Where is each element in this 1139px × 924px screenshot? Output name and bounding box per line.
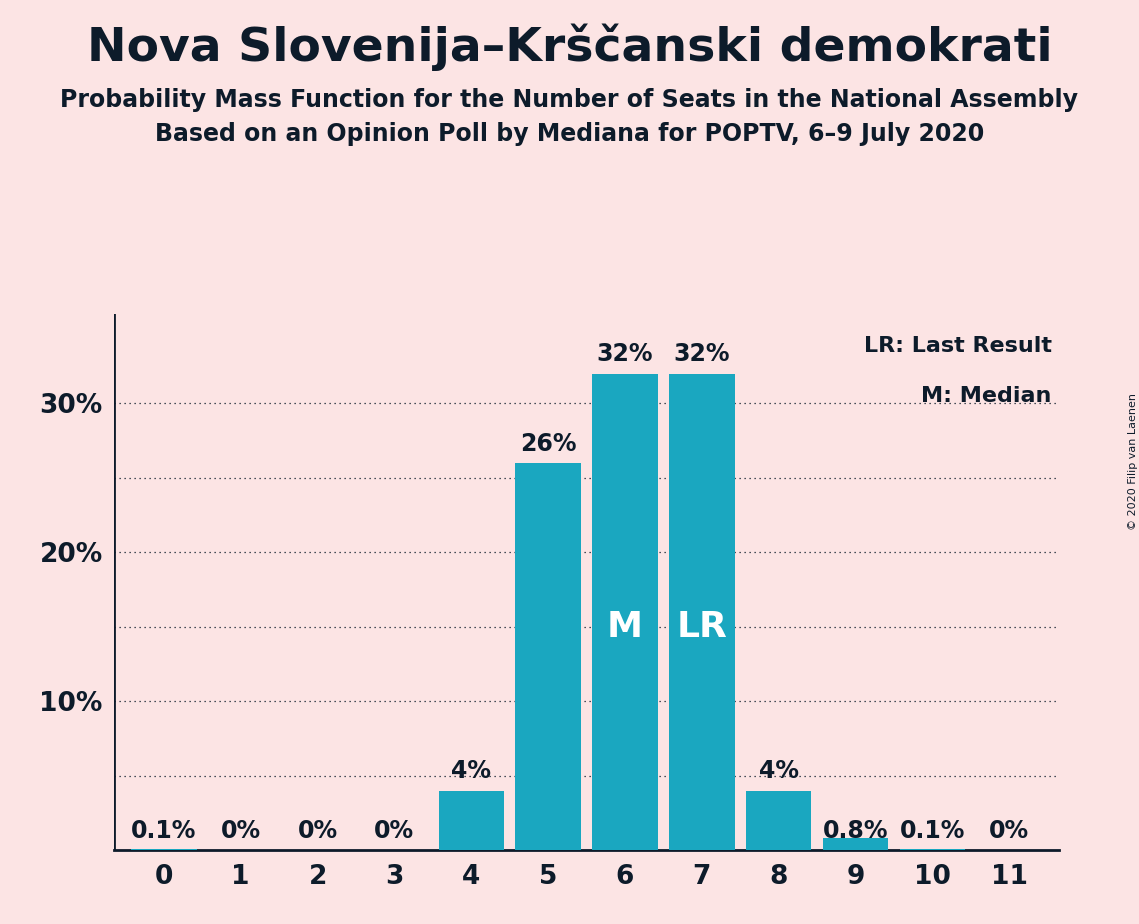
- Bar: [670, 373, 735, 850]
- Text: Probability Mass Function for the Number of Seats in the National Assembly: Probability Mass Function for the Number…: [60, 88, 1079, 112]
- Text: 0%: 0%: [375, 819, 415, 843]
- Text: LR: LR: [677, 610, 728, 644]
- Text: 4%: 4%: [759, 760, 798, 784]
- Text: 26%: 26%: [519, 432, 576, 456]
- Text: 0.1%: 0.1%: [900, 819, 965, 843]
- Bar: [516, 463, 581, 850]
- Bar: [439, 791, 503, 850]
- Text: 0%: 0%: [990, 819, 1030, 843]
- Text: 0%: 0%: [297, 819, 337, 843]
- Text: 0.8%: 0.8%: [822, 819, 888, 843]
- Text: Nova Slovenija–Krščanski demokrati: Nova Slovenija–Krščanski demokrati: [87, 23, 1052, 70]
- Bar: [900, 848, 965, 850]
- Bar: [592, 373, 657, 850]
- Text: © 2020 Filip van Laenen: © 2020 Filip van Laenen: [1129, 394, 1138, 530]
- Bar: [746, 791, 811, 850]
- Text: 4%: 4%: [451, 760, 491, 784]
- Text: 0%: 0%: [221, 819, 261, 843]
- Bar: [131, 848, 197, 850]
- Text: 0.1%: 0.1%: [131, 819, 197, 843]
- Text: 32%: 32%: [673, 342, 730, 366]
- Bar: [822, 838, 888, 850]
- Text: LR: Last Result: LR: Last Result: [863, 336, 1051, 357]
- Text: Based on an Opinion Poll by Mediana for POPTV, 6–9 July 2020: Based on an Opinion Poll by Mediana for …: [155, 122, 984, 146]
- Text: M: Median: M: Median: [921, 385, 1051, 406]
- Text: M: M: [607, 610, 644, 644]
- Text: 32%: 32%: [597, 342, 654, 366]
